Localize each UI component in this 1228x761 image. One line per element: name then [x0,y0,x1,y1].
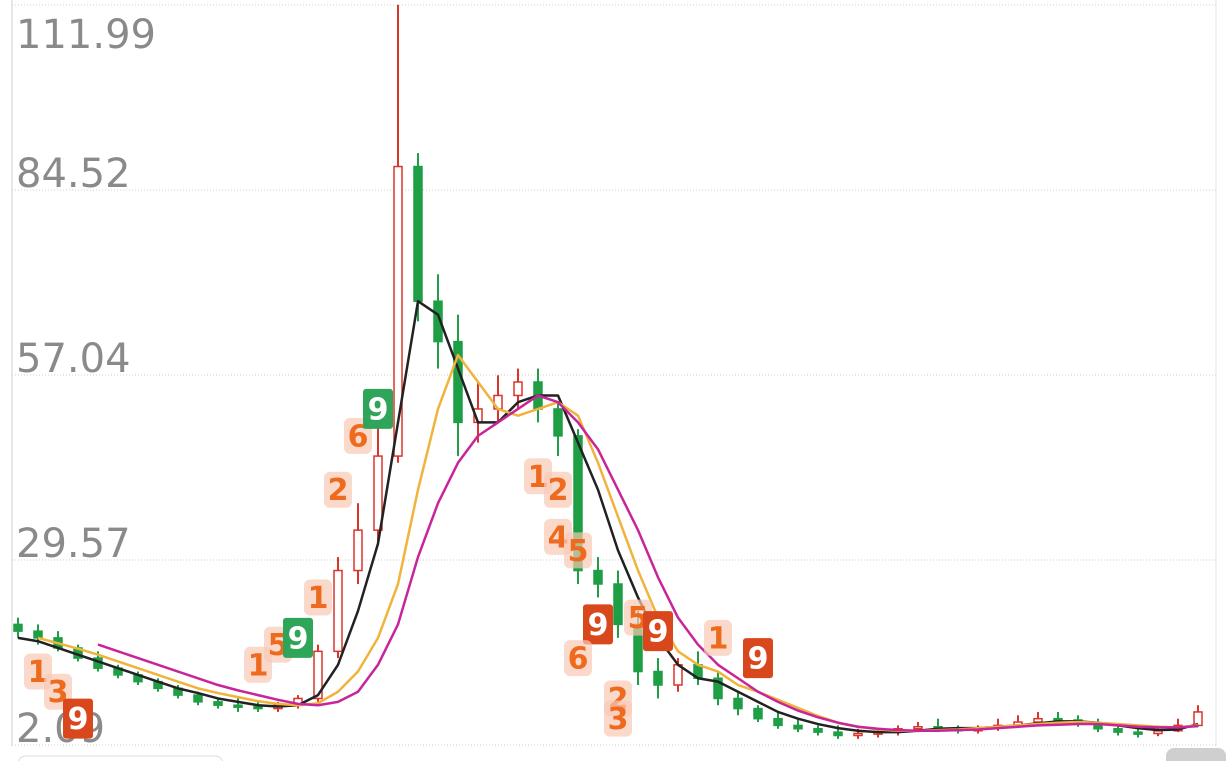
count-label: 1 [708,621,729,656]
count-label: 3 [608,702,629,737]
signal-badge [643,611,673,652]
count-label: 4 [548,520,569,555]
candle-body [593,569,603,585]
count-badge [604,700,632,737]
signal-badge [583,604,613,645]
signal-badge [283,617,313,658]
candle-body [653,670,663,686]
signal-badge [743,638,773,679]
candle-body [713,677,723,700]
count-label: 1 [28,655,49,690]
candle-body [793,724,803,730]
count-badge [704,619,732,656]
candle-body [13,623,23,632]
y-tick-label: 29.57 [16,521,131,567]
candle-body [1133,731,1143,735]
candle-body [913,726,923,730]
candle-body [733,697,743,710]
candle-body [773,717,783,727]
candle-body [453,340,463,424]
candle-body [353,529,363,572]
candle-body [1193,711,1203,727]
candle-body [33,630,43,639]
candle-body [1033,717,1043,723]
candle-body [213,701,223,706]
candle-body [413,165,423,302]
candle-body [833,731,843,737]
scroll-handle [1166,748,1226,761]
candle-body [753,707,763,720]
candle-body [233,704,243,708]
signal-badge [363,388,393,429]
count-badge [544,471,572,508]
candle-body [553,408,563,437]
signal-label: 9 [288,621,309,656]
candle-body [573,435,583,572]
y-tick-label: 57.04 [16,336,131,382]
count-label: 1 [528,460,549,495]
signal-label: 9 [68,702,89,737]
count-badge [564,640,592,677]
signal-label: 9 [648,615,669,650]
candle-body [333,569,343,653]
candle-body [393,165,403,457]
candle-body [193,694,203,703]
ma-line [97,394,1199,733]
count-badge [564,532,592,569]
signal-label: 9 [748,642,769,677]
count-badge [324,471,352,508]
y-tick-label: 111.99 [16,12,156,58]
signal-label: 9 [368,392,389,427]
candle-body [373,455,383,531]
signal-badge [63,698,93,739]
candle-body [433,300,443,343]
candle-body [613,583,623,626]
count-label: 6 [348,419,369,454]
candle-body [813,728,823,733]
candle-body [513,381,523,397]
signal-label: 9 [588,608,609,643]
count-label: 2 [548,473,569,508]
count-label: 5 [568,534,589,569]
candle-body [853,732,863,737]
candle-body [313,650,323,700]
count-label: 1 [248,648,269,683]
count-label: 6 [568,642,589,677]
count-label: 1 [308,581,329,616]
candle-body [1113,728,1123,733]
bottom-tab [18,755,223,761]
count-badge [304,579,332,616]
ma-line [37,353,1199,733]
y-tick-label: 84.52 [16,151,131,197]
count-label: 2 [328,473,349,508]
candle-body [253,705,263,710]
